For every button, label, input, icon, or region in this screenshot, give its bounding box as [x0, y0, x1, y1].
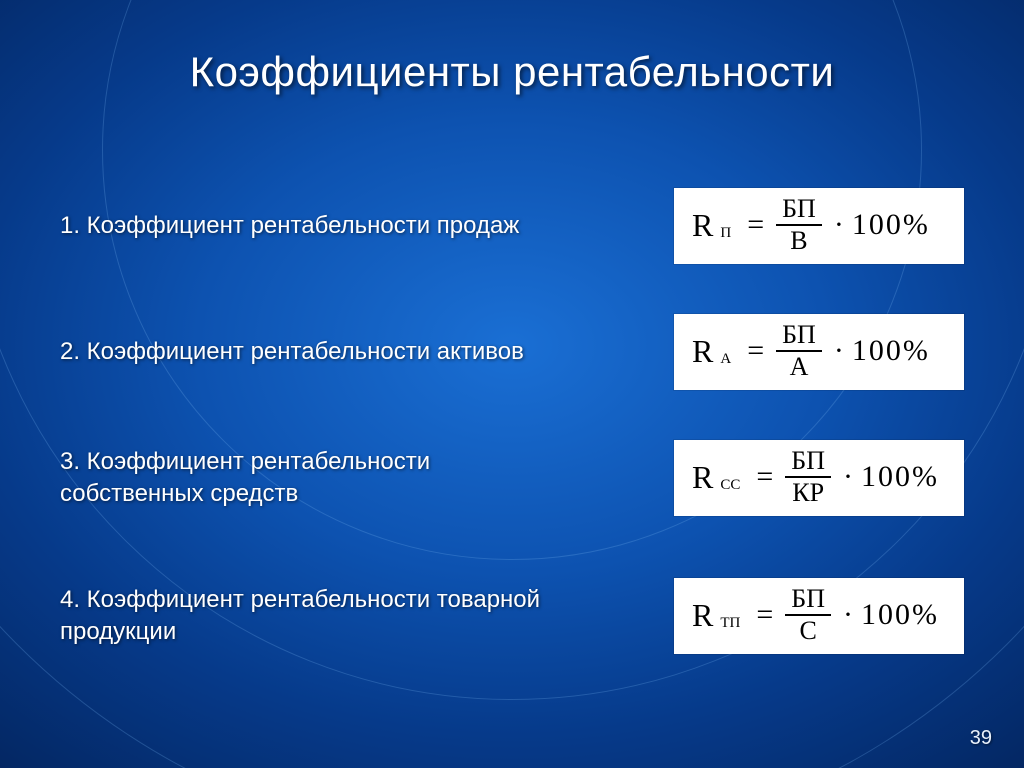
- multiply-dot: ·: [843, 460, 853, 494]
- hundred-percent: 100%: [861, 598, 939, 632]
- formula-box: R СС = БП КР · 100%: [674, 440, 964, 516]
- formula-row: 4. Коэффициент рентабельности товарной п…: [60, 578, 964, 654]
- hundred-percent: 100%: [861, 460, 939, 494]
- subscript: П: [720, 225, 731, 242]
- equals-sign: =: [747, 208, 764, 242]
- subscript: А: [720, 351, 731, 368]
- denominator: С: [793, 618, 822, 644]
- subscript: ТП: [720, 615, 740, 632]
- symbol-R: R: [692, 333, 713, 370]
- symbol-R: R: [692, 459, 713, 496]
- slide-title: Коэффициенты рентабельности: [0, 48, 1024, 96]
- symbol-R: R: [692, 207, 713, 244]
- numerator: БП: [776, 322, 822, 348]
- equals-sign: =: [747, 334, 764, 368]
- fraction: БП А: [776, 322, 822, 380]
- row-label: 3. Коэффициент рентабельности собственны…: [60, 446, 580, 511]
- page-number: 39: [970, 727, 992, 750]
- fraction: БП КР: [785, 448, 831, 506]
- multiply-dot: ·: [834, 208, 844, 242]
- hundred-percent: 100%: [852, 208, 930, 242]
- denominator: КР: [786, 480, 830, 506]
- multiply-dot: ·: [834, 334, 844, 368]
- formula-row: 2. Коэффициент рентабельности активов R …: [60, 314, 964, 390]
- formula-box: R П = БП В · 100%: [674, 188, 964, 264]
- formula-box: R А = БП А · 100%: [674, 314, 964, 390]
- denominator: А: [784, 354, 815, 380]
- formula-box: R ТП = БП С · 100%: [674, 578, 964, 654]
- multiply-dot: ·: [843, 598, 853, 632]
- row-label: 1. Коэффициент рентабельности продаж: [60, 210, 519, 242]
- numerator: БП: [776, 196, 822, 222]
- fraction: БП В: [776, 196, 822, 254]
- numerator: БП: [785, 586, 831, 612]
- symbol-R: R: [692, 597, 713, 634]
- formula-row: 1. Коэффициент рентабельности продаж R П…: [60, 188, 964, 264]
- hundred-percent: 100%: [852, 334, 930, 368]
- equals-sign: =: [756, 598, 773, 632]
- row-label: 4. Коэффициент рентабельности товарной п…: [60, 584, 580, 649]
- row-label: 2. Коэффициент рентабельности активов: [60, 336, 524, 368]
- equals-sign: =: [756, 460, 773, 494]
- denominator: В: [784, 228, 813, 254]
- numerator: БП: [785, 448, 831, 474]
- fraction: БП С: [785, 586, 831, 644]
- formula-row: 3. Коэффициент рентабельности собственны…: [60, 440, 964, 516]
- subscript: СС: [720, 477, 740, 494]
